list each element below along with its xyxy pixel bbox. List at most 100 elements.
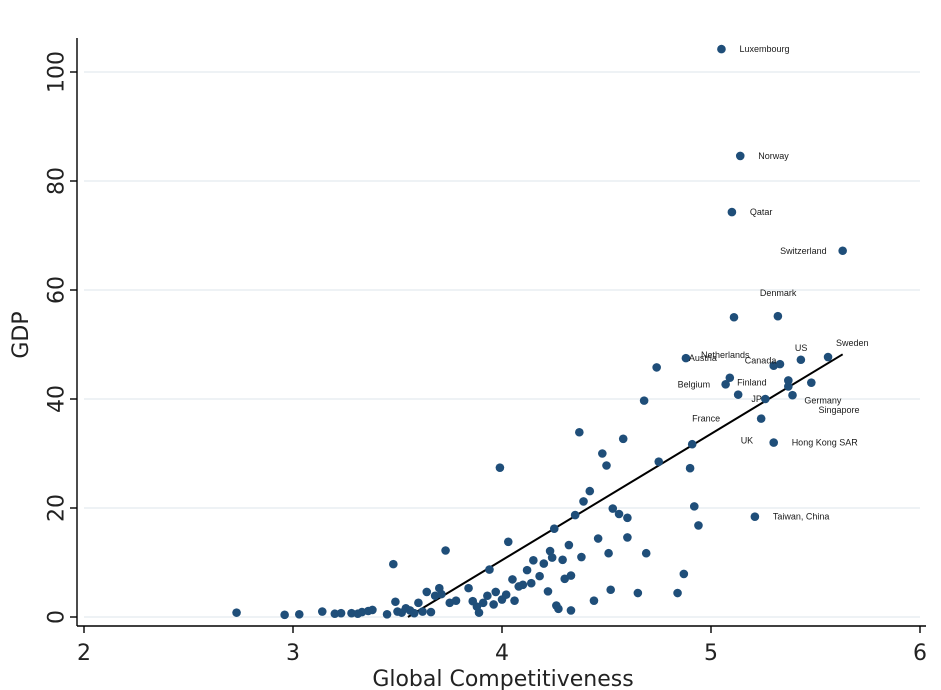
point-label: Austria <box>689 353 717 363</box>
data-point <box>838 246 847 256</box>
data-point <box>426 607 436 617</box>
data-point <box>280 610 289 620</box>
data-point <box>639 396 649 405</box>
point-labels-group: Luxembourg Norway Qatar Switzerland Denmark S… <box>678 44 869 522</box>
point-label: Belgium <box>678 379 711 389</box>
data-point <box>570 510 580 520</box>
point-label: Taiwan, China <box>773 512 830 522</box>
data-point <box>761 394 770 404</box>
data-point <box>437 589 446 599</box>
data-point <box>652 363 661 372</box>
data-point <box>589 596 599 605</box>
data-point <box>769 438 778 447</box>
data-point <box>689 502 699 511</box>
data-point <box>729 312 739 322</box>
data-point <box>549 524 559 534</box>
x-axis-title: Global Competitiveness <box>372 667 633 690</box>
data-point <box>593 534 603 543</box>
data-point <box>585 486 595 496</box>
data-point <box>602 461 611 470</box>
data-point <box>694 521 703 530</box>
data-point <box>501 590 511 599</box>
data-point <box>464 583 473 593</box>
data-point <box>317 607 327 616</box>
data-point <box>735 151 745 161</box>
data-point <box>606 585 615 595</box>
data-point <box>508 575 517 584</box>
data-point <box>539 559 549 568</box>
data-point <box>633 588 643 598</box>
data-point <box>788 390 797 400</box>
data-point <box>478 598 488 608</box>
data-point <box>489 600 498 609</box>
data-point <box>685 463 695 473</box>
point-label: Switzerland <box>780 246 827 256</box>
y-tick-label-80: 80 <box>45 167 70 195</box>
data-point <box>409 608 419 618</box>
gridlines <box>84 71 920 618</box>
x-tick-label-5: 5 <box>704 641 718 666</box>
data-point <box>495 463 505 472</box>
data-point <box>545 546 555 556</box>
data-point <box>566 571 576 580</box>
y-tick-label-100: 100 <box>45 51 70 93</box>
data-point <box>566 606 576 615</box>
data-point <box>483 591 492 601</box>
point-label: Norway <box>758 151 789 161</box>
ticks-group: 0 20 40 60 80 100 2 3 4 5 6 <box>45 51 927 666</box>
point-label: Denmark <box>760 288 797 298</box>
data-point <box>451 596 461 605</box>
point-label: Netherlands <box>701 350 750 360</box>
data-point <box>441 546 450 555</box>
data-point <box>775 359 785 369</box>
data-point <box>721 379 730 389</box>
data-point <box>733 390 743 399</box>
data-point <box>522 565 532 575</box>
data-point <box>554 604 563 614</box>
point-label: Hong Kong SAR <box>792 438 859 448</box>
data-point <box>294 609 304 619</box>
data-point <box>389 559 398 569</box>
data-point <box>687 439 697 449</box>
data-point <box>756 414 766 423</box>
point-label: Qatar <box>750 207 773 217</box>
data-point <box>575 427 584 437</box>
data-point <box>614 509 624 519</box>
point-label: France <box>692 414 720 424</box>
data-point <box>577 552 586 562</box>
data-point <box>604 548 613 558</box>
data-point <box>823 352 833 362</box>
y-tick-label-20: 20 <box>45 494 70 522</box>
data-point <box>491 587 501 597</box>
data-point <box>418 607 427 616</box>
data-point <box>679 569 689 579</box>
data-point <box>727 207 737 217</box>
data-point <box>330 609 340 619</box>
data-point <box>725 373 735 383</box>
data-point <box>510 596 519 605</box>
y-axis-title: GDP <box>9 311 34 358</box>
data-point <box>543 587 553 596</box>
point-label: JP <box>751 394 762 404</box>
data-point <box>784 376 793 385</box>
data-point <box>641 548 651 558</box>
data-point <box>796 355 806 365</box>
data-point <box>422 587 432 597</box>
fit-line-group <box>407 353 844 618</box>
data-point <box>535 571 544 581</box>
point-label: Germany <box>804 395 842 405</box>
data-point <box>526 578 536 588</box>
data-point <box>623 533 632 542</box>
data-point <box>474 608 484 617</box>
data-point <box>564 540 574 550</box>
data-point <box>232 608 241 617</box>
data-point <box>618 434 628 444</box>
point-label: Singapore <box>819 405 860 415</box>
point-label: Sweden <box>836 338 869 348</box>
data-point <box>485 565 494 574</box>
data-point <box>598 449 607 458</box>
data-point <box>654 457 664 466</box>
data-point <box>784 382 793 391</box>
y-tick-label-60: 60 <box>45 276 70 304</box>
